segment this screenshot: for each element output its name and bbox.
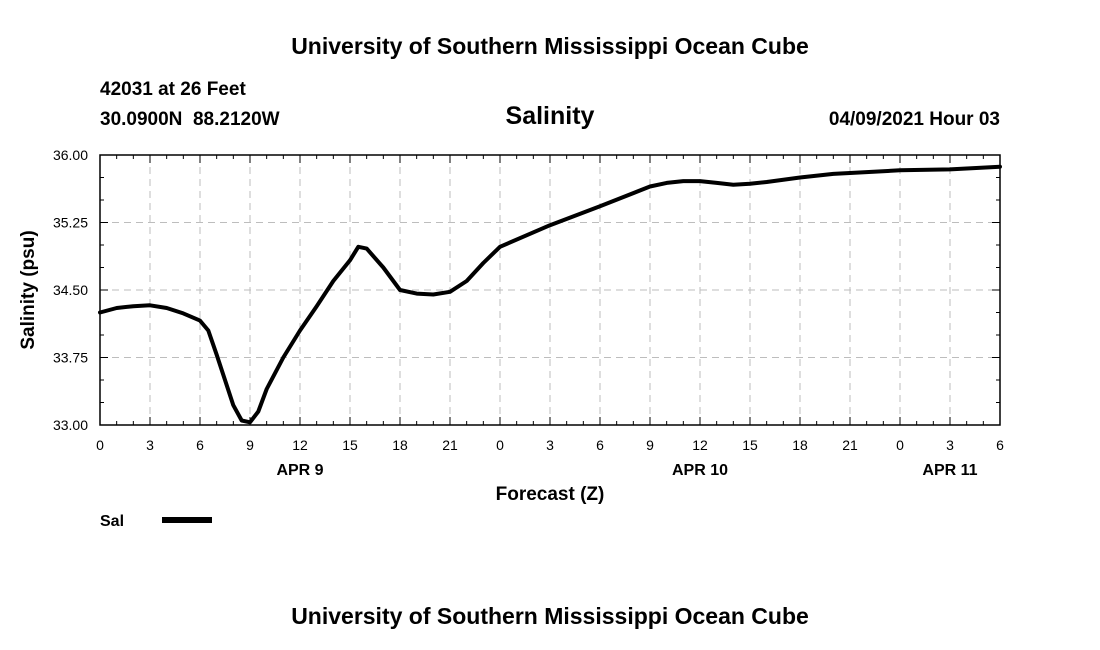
x-axis-tick-labels: 0 3 6 9 12 15 18 21 0 3 6 9 12 15 18 21 0 3 6 [96,437,1004,453]
x-tick-label: 0 [96,437,104,453]
series-line-sal [98,164,1002,425]
x-tick-label: 6 [196,437,204,453]
x-tick-label: 12 [292,437,308,453]
chart-title: Salinity [506,102,595,130]
x-tick-label: 3 [146,437,154,453]
x-tick-label: 18 [392,437,408,453]
x-tick-label: 15 [742,437,758,453]
x-tick-label: 0 [496,437,504,453]
forecast-datetime: 04/09/2021 Hour 03 [829,109,1000,130]
date-label: APR 9 [276,462,323,479]
x-tick-label: 21 [842,437,858,453]
x-tick-label: 9 [246,437,254,453]
x-tick-label: 6 [996,437,1004,453]
x-tick-label: 15 [342,437,358,453]
legend-label-sal: Sal [100,513,124,530]
station-label: 42031 at 26 Feet [100,79,246,100]
y-axis-label: Salinity (psu) [18,230,39,349]
x-tick-label: 0 [896,437,904,453]
date-label: APR 11 [922,462,977,479]
x-tick-label: 6 [596,437,604,453]
x-tick-label: 21 [442,437,458,453]
y-tick-label: 34.50 [53,282,88,298]
x-tick-label: 9 [646,437,654,453]
grid-lines [100,155,1000,425]
chart-footer-title: University of Southern Mississippi Ocean… [291,603,809,629]
legend: Sal [100,513,212,530]
coordinates-label: 30.0900N 88.2120W [100,109,280,130]
y-tick-label: 36.00 [53,147,88,163]
y-tick-label: 33.00 [53,417,88,433]
date-label: APR 10 [672,462,728,479]
x-axis-date-labels: APR 9 APR 10 APR 11 [276,462,977,479]
x-tick-label: 3 [946,437,954,453]
x-tick-label: 12 [692,437,708,453]
y-tick-label: 33.75 [53,350,88,366]
y-axis-tick-labels: 33.00 33.75 34.50 35.25 36.00 [53,147,88,433]
y-tick-label: 35.25 [53,215,88,231]
x-axis-label: Forecast (Z) [496,484,605,505]
x-tick-label: 3 [546,437,554,453]
x-tick-label: 18 [792,437,808,453]
chart-header-title: University of Southern Mississippi Ocean… [291,33,809,59]
plot-frame [99,154,1001,426]
